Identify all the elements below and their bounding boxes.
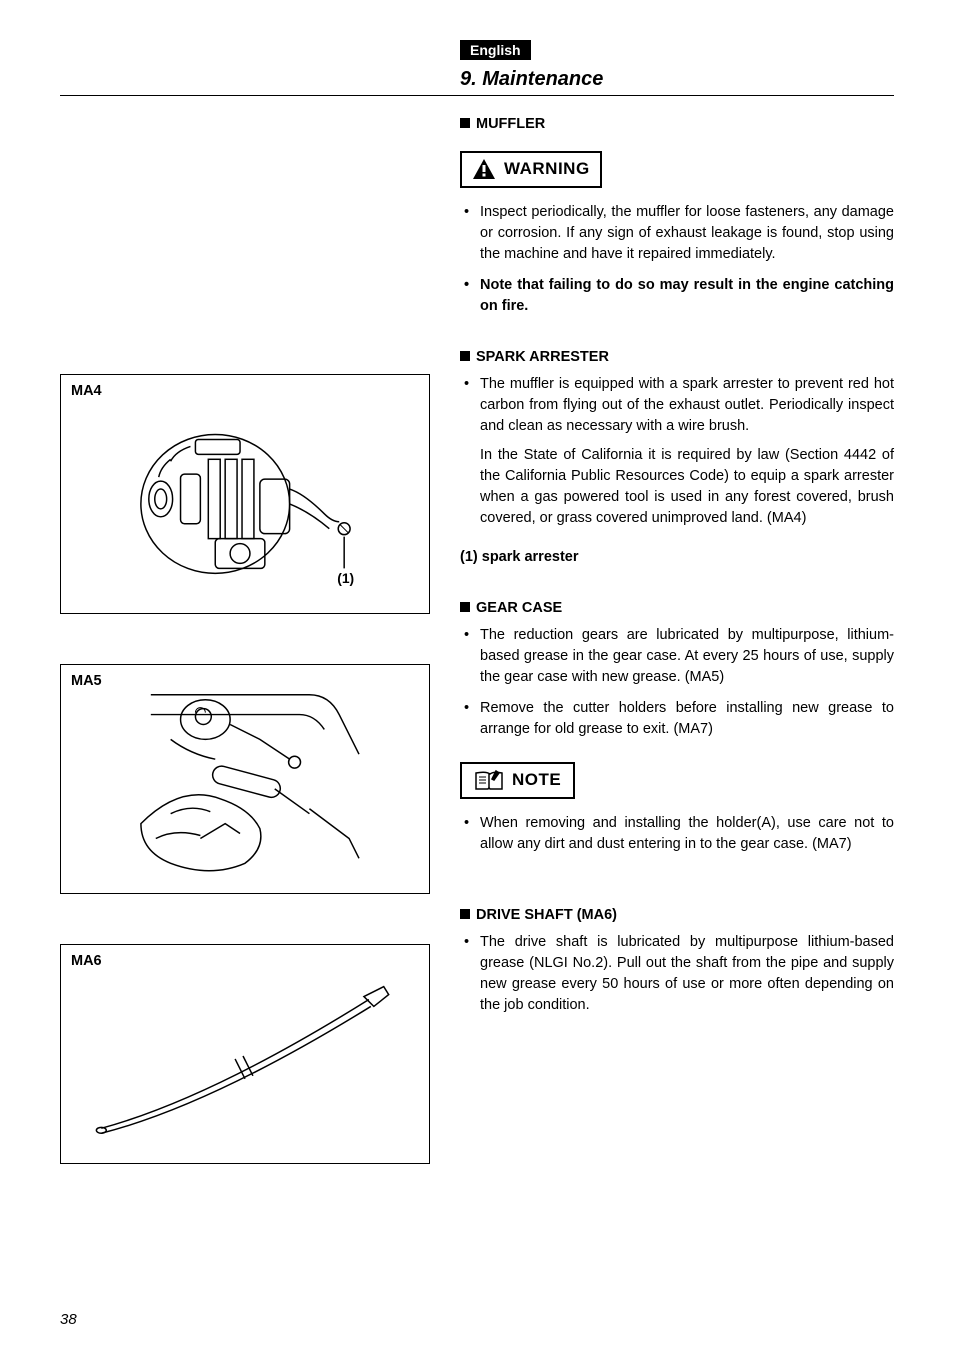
drive-shaft-heading-text: DRIVE SHAFT (MA6) [476,907,617,923]
square-bullet-icon [460,118,470,128]
grease-gun-diagram-icon [61,665,429,893]
figure-label-ma5: MA5 [71,673,102,689]
section-title: 9. Maintenance [460,68,894,95]
gear-case-heading: GEAR CASE [460,598,894,619]
spark-arrester-section: SPARK ARRESTER The muffler is equipped w… [460,347,894,568]
section-name: Maintenance [482,68,603,90]
spark-arrester-bullet: The muffler is equipped with a spark arr… [460,374,894,529]
drive-shaft-heading: DRIVE SHAFT (MA6) [460,905,894,926]
title-underline [60,95,894,96]
drive-shaft-bullets: The drive shaft is lubricated by multipu… [460,932,894,1016]
note-bullet: When removing and installing the holder(… [460,813,894,855]
square-bullet-icon [460,602,470,612]
spark-arrester-heading-text: SPARK ARRESTER [476,349,609,365]
muffler-bullet-2: Note that failing to do so may result in… [460,275,894,317]
note-book-icon [474,769,504,791]
muffler-heading: MUFFLER [460,114,894,135]
warning-box: WARNING [460,151,602,188]
engine-diagram-icon: (1) [61,375,429,613]
spark-arrester-callout: (1) spark arrester [460,547,894,568]
spark-arrester-main-text: The muffler is equipped with a spark arr… [480,376,894,434]
spark-arrester-bullets: The muffler is equipped with a spark arr… [460,374,894,529]
spark-arrester-heading: SPARK ARRESTER [460,347,894,368]
section-number: 9. [460,68,477,90]
warning-label: WARNING [504,157,590,182]
gear-case-bullet-2: Remove the cutter holders before install… [460,698,894,740]
muffler-section: MUFFLER WARNING Inspect periodically, th… [460,114,894,317]
figure-callout-1: (1) [337,570,354,586]
figure-ma6: MA6 [60,944,430,1164]
muffler-heading-text: MUFFLER [476,116,545,132]
figures-column: MA4 [60,114,430,1214]
note-box: NOTE [460,762,575,799]
note-label: NOTE [512,768,561,793]
drive-shaft-diagram-icon [61,945,429,1163]
muffler-bullet-1: Inspect periodically, the muffler for lo… [460,202,894,265]
square-bullet-icon [460,351,470,361]
figure-ma5: MA5 [60,664,430,894]
language-badge: English [460,40,531,60]
drive-shaft-bullet: The drive shaft is lubricated by multipu… [460,932,894,1016]
square-bullet-icon [460,909,470,919]
muffler-bullets: Inspect periodically, the muffler for lo… [460,202,894,317]
drive-shaft-section: DRIVE SHAFT (MA6) The drive shaft is lub… [460,905,894,1016]
page-number: 38 [60,1311,77,1328]
spark-arrester-sub-text: In the State of California it is require… [480,445,894,529]
gear-case-bullet-1: The reduction gears are lubricated by mu… [460,625,894,688]
gear-case-heading-text: GEAR CASE [476,600,562,616]
figure-ma4: MA4 [60,374,430,614]
note-bullets: When removing and installing the holder(… [460,813,894,855]
text-column: MUFFLER WARNING Inspect periodically, th… [460,114,894,1214]
warning-triangle-icon [472,158,496,180]
gear-case-section: GEAR CASE The reduction gears are lubric… [460,598,894,855]
figure-label-ma6: MA6 [71,953,102,969]
figure-label-ma4: MA4 [71,383,102,399]
gear-case-bullets: The reduction gears are lubricated by mu… [460,625,894,740]
